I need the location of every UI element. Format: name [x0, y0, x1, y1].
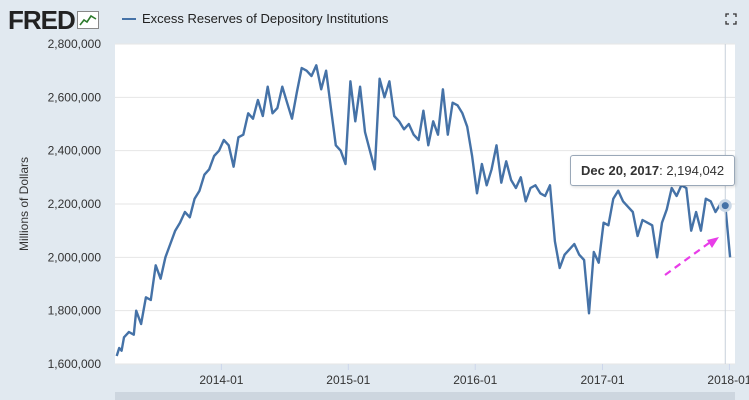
y-tick-label: 2,800,000 — [48, 37, 102, 51]
y-tick-label: 2,200,000 — [48, 197, 102, 211]
annotation-arrow — [664, 237, 719, 276]
navigator-bar[interactable] — [115, 392, 735, 400]
y-tick-label: 1,800,000 — [48, 304, 102, 318]
series-line[interactable] — [115, 64, 732, 357]
expand-icon[interactable] — [725, 13, 737, 25]
tooltip: Dec 20, 2017: 2,194,042 — [570, 155, 736, 186]
x-tick-label: 2015-01 — [326, 373, 370, 387]
y-tick-label: 2,000,000 — [48, 250, 102, 264]
x-tick-label: 2016-01 — [453, 373, 497, 387]
fred-logo-icon — [76, 11, 99, 29]
gridlines — [115, 43, 735, 365]
logo-text: FRED — [8, 4, 76, 35]
series-group — [115, 64, 732, 357]
tooltip-value: 2,194,042 — [666, 163, 725, 178]
x-tick-label: 2018-01 — [707, 373, 749, 387]
legend: Excess Reserves of Depository Institutio… — [122, 11, 388, 26]
y-tick-label: 2,600,000 — [48, 90, 102, 104]
series-title: Excess Reserves of Depository Institutio… — [142, 11, 389, 26]
x-tick-label: 2017-01 — [580, 373, 624, 387]
x-tick-label: 2014-01 — [199, 373, 243, 387]
fred-logo[interactable]: FRED — [8, 4, 99, 35]
tooltip-date: Dec 20, 2017 — [581, 163, 660, 178]
y-axis-label: Millions of Dollars — [17, 157, 31, 251]
y-tick-label: 1,600,000 — [48, 357, 102, 371]
x-axis: 2014-01 2015-01 2016-01 2017-01 2018-01 — [199, 364, 749, 387]
highlight-point[interactable] — [718, 199, 732, 213]
y-axis: 1,600,000 1,800,000 2,000,000 2,200,000 2,40… — [48, 37, 102, 371]
y-tick-label: 2,400,000 — [48, 144, 102, 158]
chart-header: FRED Excess Reserves of Depository Insti… — [0, 0, 749, 40]
legend-swatch — [122, 17, 136, 20]
